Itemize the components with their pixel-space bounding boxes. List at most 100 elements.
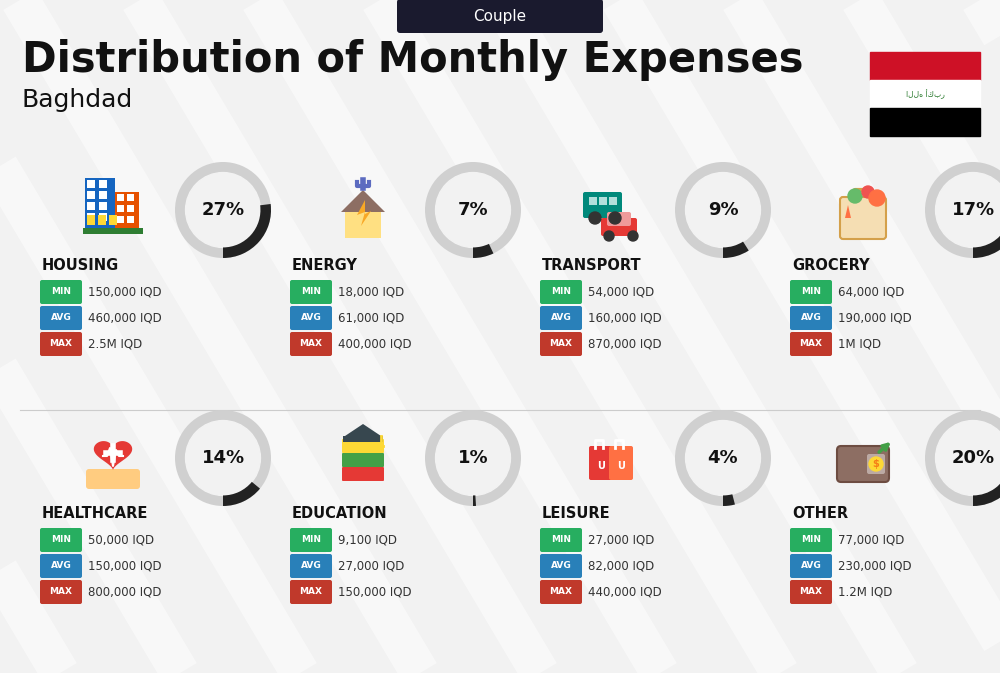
Bar [870, 108, 980, 136]
Text: AVG: AVG [551, 314, 571, 322]
FancyBboxPatch shape [540, 580, 582, 604]
Text: 230,000 IQD: 230,000 IQD [838, 559, 912, 573]
Text: ENERGY: ENERGY [292, 258, 358, 273]
Circle shape [936, 172, 1000, 248]
Polygon shape [341, 190, 385, 212]
Text: الله أكبر: الله أكبر [906, 89, 944, 99]
FancyBboxPatch shape [790, 554, 832, 578]
Wedge shape [223, 204, 271, 258]
FancyBboxPatch shape [40, 332, 82, 356]
FancyBboxPatch shape [290, 306, 332, 330]
FancyBboxPatch shape [117, 216, 124, 223]
Text: AVG: AVG [801, 314, 821, 322]
Wedge shape [925, 410, 1000, 506]
FancyBboxPatch shape [290, 554, 332, 578]
Text: U: U [617, 461, 625, 471]
Text: 82,000 IQD: 82,000 IQD [588, 559, 654, 573]
Circle shape [604, 231, 614, 241]
Text: 50,000 IQD: 50,000 IQD [88, 534, 154, 546]
Wedge shape [425, 410, 521, 506]
Wedge shape [723, 494, 735, 506]
Text: MAX: MAX [300, 588, 322, 596]
FancyBboxPatch shape [790, 306, 832, 330]
FancyBboxPatch shape [790, 528, 832, 552]
Wedge shape [973, 228, 1000, 258]
FancyBboxPatch shape [290, 332, 332, 356]
Text: MIN: MIN [551, 536, 571, 544]
Text: AVG: AVG [51, 314, 71, 322]
Text: 27,000 IQD: 27,000 IQD [338, 559, 404, 573]
Circle shape [936, 421, 1000, 495]
Bar [870, 52, 980, 80]
Wedge shape [425, 162, 521, 258]
FancyBboxPatch shape [837, 446, 889, 482]
Circle shape [436, 172, 510, 248]
Circle shape [436, 421, 510, 495]
Text: 870,000 IQD: 870,000 IQD [588, 337, 662, 351]
FancyBboxPatch shape [87, 213, 95, 221]
Text: 14%: 14% [201, 449, 245, 467]
FancyBboxPatch shape [397, 0, 603, 33]
Text: 1%: 1% [458, 449, 488, 467]
Text: MIN: MIN [801, 287, 821, 297]
FancyBboxPatch shape [790, 580, 832, 604]
FancyBboxPatch shape [290, 528, 332, 552]
Text: HEALTHCARE: HEALTHCARE [42, 506, 148, 521]
Circle shape [186, 172, 260, 248]
FancyBboxPatch shape [342, 439, 384, 453]
FancyBboxPatch shape [40, 528, 82, 552]
FancyBboxPatch shape [117, 194, 124, 201]
Text: 54,000 IQD: 54,000 IQD [588, 285, 654, 299]
Text: MIN: MIN [51, 536, 71, 544]
FancyBboxPatch shape [867, 454, 885, 474]
Wedge shape [175, 410, 271, 506]
FancyBboxPatch shape [87, 180, 95, 188]
FancyBboxPatch shape [343, 436, 383, 442]
Text: MAX: MAX [800, 339, 822, 349]
FancyBboxPatch shape [290, 280, 332, 304]
Wedge shape [675, 162, 771, 258]
Text: 77,000 IQD: 77,000 IQD [838, 534, 904, 546]
Wedge shape [473, 495, 476, 506]
Text: Couple: Couple [473, 9, 527, 24]
FancyBboxPatch shape [127, 205, 134, 212]
FancyBboxPatch shape [342, 453, 384, 467]
FancyBboxPatch shape [127, 216, 134, 223]
FancyBboxPatch shape [345, 212, 381, 238]
Wedge shape [175, 162, 271, 258]
Text: GROCERY: GROCERY [792, 258, 870, 273]
FancyBboxPatch shape [607, 212, 631, 226]
Text: EDUCATION: EDUCATION [292, 506, 388, 521]
Text: MAX: MAX [50, 588, 72, 596]
Polygon shape [845, 205, 851, 218]
FancyBboxPatch shape [87, 202, 95, 210]
Text: 20%: 20% [951, 449, 995, 467]
FancyBboxPatch shape [85, 178, 115, 228]
Circle shape [686, 421, 760, 495]
FancyBboxPatch shape [840, 197, 886, 239]
Wedge shape [223, 482, 260, 506]
FancyBboxPatch shape [127, 194, 134, 201]
FancyBboxPatch shape [609, 446, 633, 480]
FancyBboxPatch shape [98, 215, 106, 225]
FancyBboxPatch shape [99, 202, 107, 210]
Text: 4%: 4% [708, 449, 738, 467]
Text: MAX: MAX [50, 339, 72, 349]
Text: MIN: MIN [51, 287, 71, 297]
FancyBboxPatch shape [86, 469, 140, 489]
Text: MAX: MAX [550, 588, 572, 596]
FancyBboxPatch shape [109, 215, 117, 225]
Text: AVG: AVG [51, 561, 71, 571]
Text: 7%: 7% [458, 201, 488, 219]
FancyBboxPatch shape [589, 197, 597, 205]
FancyBboxPatch shape [87, 215, 95, 225]
FancyBboxPatch shape [609, 197, 617, 205]
Text: MIN: MIN [301, 287, 321, 297]
Text: 440,000 IQD: 440,000 IQD [588, 586, 662, 598]
Circle shape [862, 186, 874, 198]
FancyBboxPatch shape [99, 191, 107, 199]
Text: Distribution of Monthly Expenses: Distribution of Monthly Expenses [22, 39, 804, 81]
Circle shape [848, 189, 862, 203]
Text: 9%: 9% [708, 201, 738, 219]
Text: LEISURE: LEISURE [542, 506, 611, 521]
